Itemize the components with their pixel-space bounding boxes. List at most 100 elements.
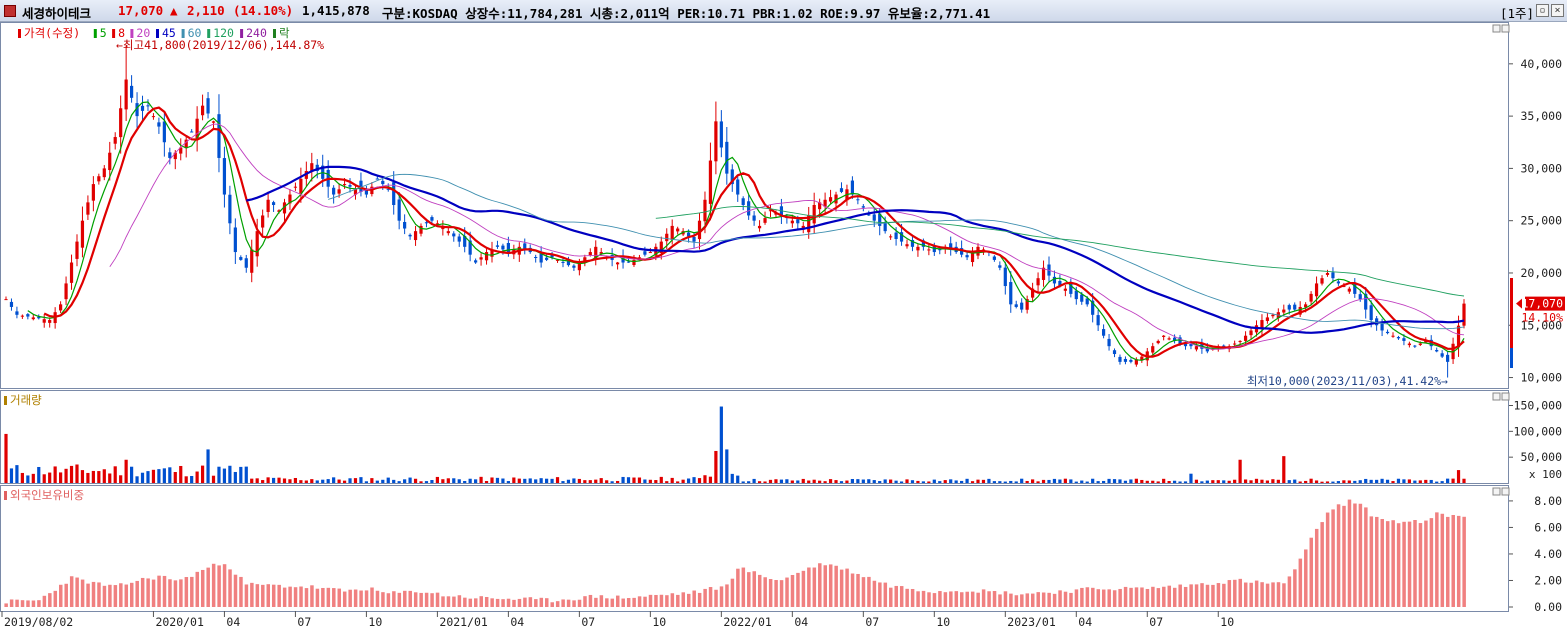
- candle-body: [484, 252, 489, 261]
- volume-bar: [479, 476, 483, 483]
- foreign-ratio-bar: [113, 585, 118, 607]
- period-selector[interactable]: [1주]: [1500, 6, 1535, 21]
- volume-bar: [1298, 481, 1302, 483]
- candle-body: [69, 262, 74, 283]
- close-window-icon[interactable]: ×: [1551, 4, 1564, 17]
- foreign-ratio-bar: [1222, 583, 1226, 607]
- candle-body: [408, 234, 412, 237]
- foreign-ratio-bar: [1271, 582, 1275, 607]
- volume-bar: [4, 433, 8, 483]
- candle-body: [403, 221, 407, 229]
- foreign-ratio-bar: [621, 598, 625, 607]
- foreign-ratio-bar: [572, 600, 576, 607]
- volume-bar: [37, 466, 41, 483]
- volume-bar: [342, 480, 347, 483]
- foreign-ratio-bar: [146, 578, 150, 607]
- candle-body: [1353, 283, 1357, 294]
- volume-bar: [1096, 481, 1100, 483]
- volume-bar: [348, 478, 352, 483]
- legend-marker: [130, 29, 134, 38]
- candle-body: [1380, 323, 1384, 331]
- volume-bar: [1036, 481, 1040, 483]
- volume-bar: [768, 479, 773, 483]
- volume-bar: [490, 477, 494, 483]
- foreign-ratio-bar: [763, 577, 767, 607]
- foreign-ratio-bar: [271, 584, 276, 607]
- foreign-ratio-bar: [195, 571, 200, 607]
- volume-bar: [146, 471, 150, 483]
- foreign-ratio-bar: [1385, 521, 1390, 607]
- candle-body: [419, 225, 423, 234]
- volume-bar: [419, 481, 423, 483]
- volume-bar: [9, 468, 14, 483]
- candle-body: [1091, 300, 1095, 315]
- price-tick-label: 20,000: [1520, 266, 1562, 280]
- foreign-ratio-bar: [48, 593, 52, 607]
- candle-body: [708, 160, 713, 204]
- foreign-ratio-bar: [1435, 512, 1439, 607]
- foreign-ratio-bar: [15, 599, 19, 607]
- candle-body: [490, 249, 494, 257]
- foreign-ratio-bar: [1162, 586, 1166, 607]
- foreign-ratio-bar: [37, 600, 41, 607]
- volume-bar: [211, 475, 216, 483]
- volume-bar: [222, 468, 227, 483]
- x-tick-label: 2020/01: [155, 615, 204, 629]
- foreign-ratio-bar: [370, 587, 374, 607]
- price-tick-label: 25,000: [1520, 214, 1562, 228]
- candle-body: [353, 189, 358, 195]
- candle-body: [637, 257, 642, 259]
- foreign-ratio-bar: [790, 574, 795, 607]
- candle-body: [1243, 335, 1248, 341]
- candle-body: [659, 241, 663, 254]
- volume-bar: [1243, 479, 1248, 483]
- volume-bar: [1385, 479, 1390, 483]
- foreign-ratio-bar: [736, 568, 740, 607]
- candle-body: [1396, 337, 1401, 339]
- foreign-ratio-bar: [386, 593, 391, 607]
- volume-bar: [545, 478, 549, 483]
- volume-bar: [1456, 470, 1461, 483]
- price-tick-label: 35,000: [1520, 109, 1562, 123]
- foreign-ratio-bar: [408, 590, 412, 607]
- foreign-ratio-bar: [190, 576, 194, 607]
- candle-body: [293, 186, 298, 188]
- foreign-ratio-bar: [1031, 593, 1035, 607]
- price-panel-close-icon: [1501, 24, 1510, 33]
- candle-body: [676, 228, 680, 232]
- foreign-ratio-bar: [949, 591, 953, 607]
- candle-body: [905, 244, 909, 247]
- candle-body: [1309, 293, 1313, 302]
- candle-body: [1331, 272, 1335, 279]
- foreign-ratio-bar: [594, 597, 598, 607]
- legend-label: 락: [279, 26, 290, 40]
- foreign-ratio-bar: [53, 590, 58, 607]
- foreign-ratio-bar: [1036, 592, 1040, 607]
- candle-body: [790, 220, 794, 224]
- volume-bar: [566, 479, 571, 483]
- candle-body: [1156, 340, 1160, 344]
- foreign-ratio-bar: [91, 581, 96, 607]
- volume-bar: [785, 479, 789, 483]
- candle-body: [375, 178, 379, 180]
- candle-body: [921, 240, 925, 247]
- candle-body: [807, 215, 811, 233]
- restore-window-icon[interactable]: ▫: [1536, 4, 1549, 17]
- candle-body: [889, 236, 893, 238]
- volume-bar: [801, 478, 805, 483]
- volume-bar: [539, 478, 543, 483]
- foreign-ratio-bar: [1233, 579, 1237, 607]
- low-annotation: 최저10,000(2023/11/03),41.42%→: [1247, 374, 1448, 388]
- volume-bar: [1435, 481, 1439, 483]
- volume-bar: [353, 478, 358, 483]
- candle-body: [1402, 338, 1406, 341]
- candle-body: [15, 311, 19, 315]
- current-price: 17,070: [118, 3, 164, 18]
- candle-body: [119, 108, 123, 138]
- volume-bar: [850, 478, 855, 483]
- volume-bar: [1353, 480, 1357, 483]
- volume-bar: [621, 476, 625, 483]
- foreign-ratio-bar: [1456, 515, 1461, 607]
- volume-bar: [162, 468, 166, 483]
- foreign-ratio-bar: [250, 582, 254, 607]
